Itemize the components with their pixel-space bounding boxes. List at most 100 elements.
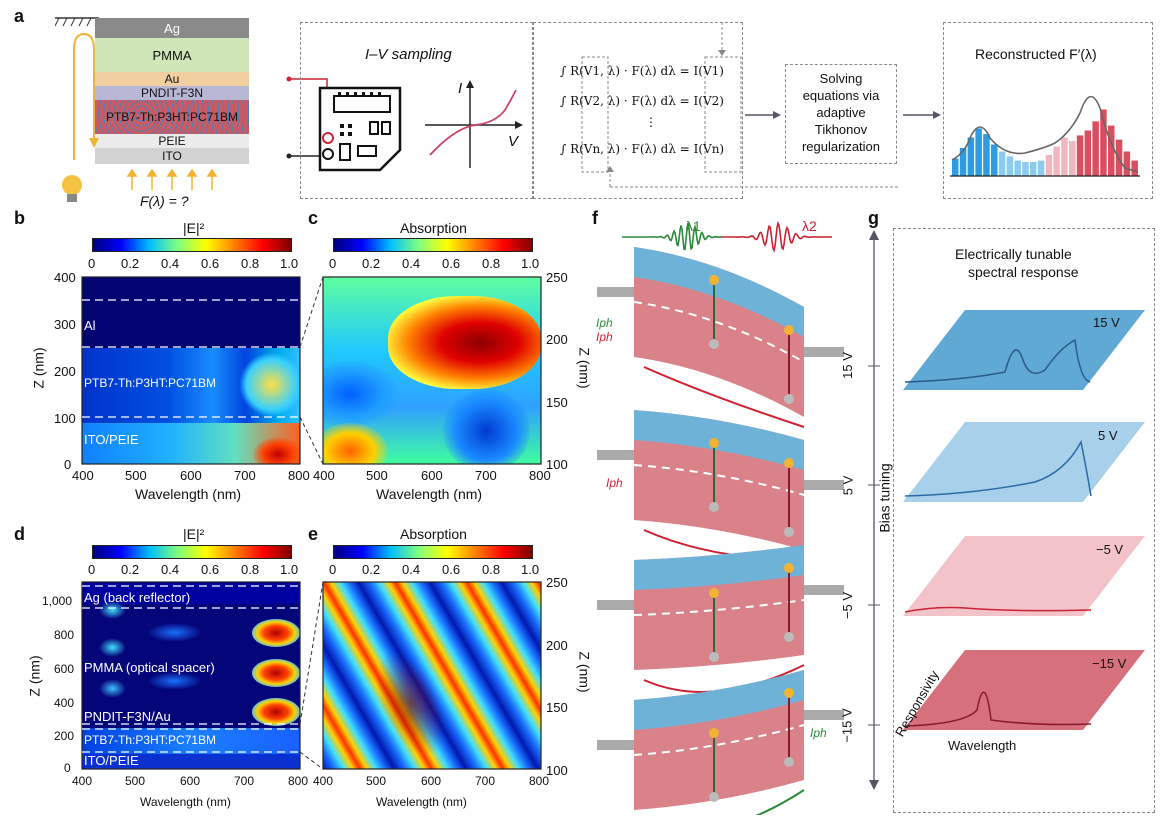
panel-d-colorbar [92, 545, 292, 559]
panel-d-cb-tick-4: 0.8 [241, 562, 260, 577]
panel-e-colorbar-title: Absorption [400, 526, 467, 542]
hole-0 [709, 339, 719, 349]
reconstructed-box [943, 22, 1153, 199]
panel-d-ytick-0: 0 [64, 761, 71, 775]
panel-b-cb-tick-1: 0.2 [121, 256, 140, 271]
panel-e-cb-tick-1: 0.2 [362, 562, 381, 577]
feedback-arrow [606, 22, 900, 188]
panel-d-xtick-2: 600 [180, 774, 201, 788]
panel-c-xlabel: Wavelength (nm) [376, 486, 483, 502]
solver-text: Solving equations via adaptive Tikhonov … [785, 70, 897, 155]
electron-2 [709, 588, 719, 598]
solver-line-5: regularization [801, 139, 881, 154]
panel-d-cb-tick-2: 0.4 [161, 562, 180, 577]
panel-b-xtick-0: 400 [72, 468, 94, 483]
recon-bar-blue [1030, 162, 1037, 176]
recon-bar-red [1069, 141, 1076, 176]
electron-1 [709, 438, 719, 448]
contact-left-2 [597, 600, 634, 610]
band-blue-0 [634, 247, 804, 337]
panel-b-ylabel: Z (nm) [30, 347, 47, 389]
panel-d-ytick-3: 600 [54, 662, 75, 676]
panel-b-label: b [14, 208, 25, 228]
panel-e-ytick-3: 250 [546, 575, 568, 590]
panel-e-xlabel: Wavelength (nm) [376, 795, 467, 809]
hole-r-1 [784, 527, 794, 537]
bias-label-15: 15 V [839, 352, 855, 379]
recon-bar-red [1092, 121, 1099, 176]
panel-d-ytick-5: 1,000 [42, 594, 73, 608]
panel-c-xtick-4: 800 [529, 468, 551, 483]
panel-d-axes [81, 581, 301, 770]
panel-b-heatmap [82, 277, 300, 464]
recon-bar-red [1108, 125, 1115, 176]
fermi-dash-0 [633, 301, 805, 363]
band-blue-3 [634, 670, 804, 730]
recon-bar-blue [998, 151, 1006, 176]
panel-c-ytick-0: 100 [546, 457, 568, 472]
electron-r-1 [784, 458, 794, 468]
panel-e-ytick-0: 100 [546, 763, 568, 778]
recon-bar-blue [1037, 160, 1045, 176]
light-source-diagram [62, 32, 340, 202]
panel-c-heatmap [323, 277, 541, 464]
electron-0 [709, 275, 719, 285]
panel-d-ylabel: Z (nm) [26, 655, 43, 697]
recon-bar-blue [975, 128, 982, 176]
panel-e-cb-tick-0: 0 [329, 562, 337, 577]
recon-bar-red [1100, 109, 1107, 176]
panel-g-bias-m5: −5 V [1096, 542, 1124, 557]
panel-e-xtick-1: 500 [366, 774, 387, 788]
contact-left-3 [597, 740, 634, 750]
equation-row-1: ∫ R(V1, λ) · F(λ) dλ = I(V1) [560, 64, 724, 78]
panel-c-cb-tick-3: 0.6 [442, 256, 461, 271]
recon-bar-blue [952, 158, 959, 176]
panel-e-ytick-2: 200 [546, 638, 568, 653]
panel-c-cb-tick-0: 0 [329, 256, 337, 271]
recon-bar-red [1045, 155, 1053, 176]
panel-c-colorbar-title: Absorption [400, 220, 467, 236]
panel-d-label-active: PTB7-Th:P3HT:PC71BM [84, 733, 217, 747]
layer-active: PTB7-Th:P3HT:PC71BM [95, 100, 249, 134]
solver-line-2: equations via [802, 88, 880, 103]
panel-d-cb-tick-0: 0 [88, 562, 96, 577]
response-curve-0 [904, 338, 1091, 383]
input-spectrum-label: F(λ) = ? [140, 193, 189, 209]
layer-pmma: PMMA [95, 38, 249, 72]
panel-f-iph-red-1: Iph [596, 330, 613, 344]
panel-e-heatmap [323, 582, 541, 769]
electron-r-3 [784, 688, 794, 698]
panel-d-cb-tick-1: 0.2 [121, 562, 140, 577]
panel-e-ytick-1: 150 [546, 700, 568, 715]
panel-c-ytick-3: 250 [546, 270, 568, 285]
panel-e-xtick-4: 800 [529, 774, 550, 788]
panel-e-ylabel: Z (nm) [576, 651, 593, 693]
bias-label-m5: −5 V [840, 591, 856, 620]
panel-f-lambda1: λ1 [686, 218, 701, 234]
recon-bar-red [1131, 160, 1138, 176]
panel-b-label-active: PTB7-Th:P3HT:PC71BM [84, 376, 217, 390]
bias-tuning-label: Bias tuning [876, 463, 893, 533]
circuit-board-icon [318, 86, 402, 172]
recon-envelope [951, 95, 1139, 173]
band-blue-1 [634, 410, 804, 470]
panel-d-label-ag: Ag (back reflector) [84, 590, 191, 605]
panel-e-colorbar [333, 545, 533, 559]
recon-bar-blue [1022, 162, 1029, 176]
panel-c-ylabel: Z (nm) [576, 347, 593, 389]
equation-row-2: ∫ R(V2, λ) · F(λ) dλ = I(V2) [560, 94, 724, 108]
panel-e-cb-tick-3: 0.6 [442, 562, 461, 577]
response-curve-2 [904, 606, 1092, 613]
wave-lambda2 [721, 221, 832, 253]
panel-f-band-diagrams [597, 221, 844, 815]
panel-d-ytick-2: 400 [54, 696, 75, 710]
recon-bar-blue [959, 148, 967, 176]
recon-bar-red [1084, 130, 1092, 176]
contact-right-0 [804, 347, 844, 357]
recon-bar-blue [1014, 160, 1021, 176]
contact-left-1 [597, 450, 634, 460]
iv-v-axis-label: V [508, 133, 519, 150]
panel-b-label-ito: ITO/PEIE [84, 432, 139, 447]
response-plane-3 [903, 650, 1145, 730]
panel-b-cb-tick-0: 0 [88, 256, 96, 271]
